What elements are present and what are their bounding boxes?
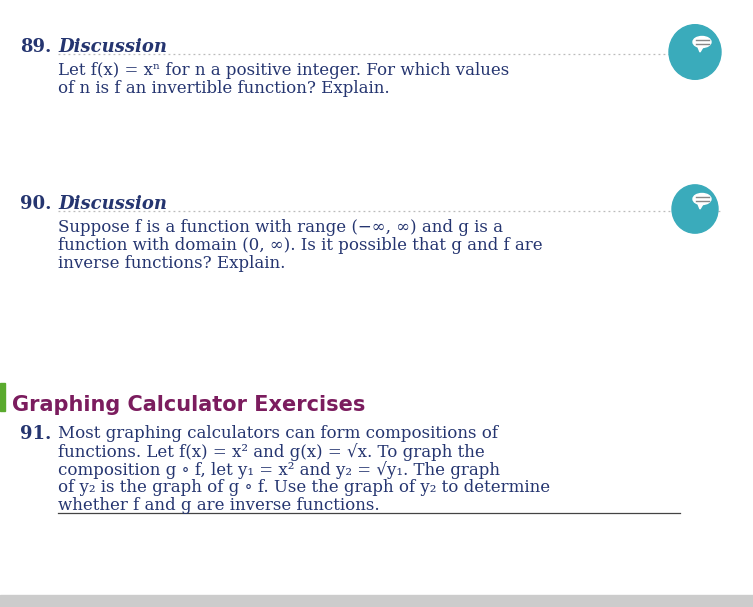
Ellipse shape: [672, 185, 718, 233]
Text: whether f and g are inverse functions.: whether f and g are inverse functions.: [58, 497, 380, 514]
Ellipse shape: [669, 25, 721, 80]
Text: Discussion: Discussion: [58, 38, 167, 56]
Text: 91.: 91.: [20, 425, 51, 443]
Text: Discussion: Discussion: [58, 195, 167, 213]
Polygon shape: [698, 204, 703, 209]
FancyBboxPatch shape: [0, 383, 5, 411]
Text: Let f(x) = xⁿ for n a positive integer. For which values: Let f(x) = xⁿ for n a positive integer. …: [58, 62, 509, 79]
Bar: [0, 595, 753, 607]
Text: inverse functions? Explain.: inverse functions? Explain.: [58, 255, 285, 272]
Ellipse shape: [693, 194, 711, 205]
Text: composition g ∘ f, let y₁ = x² and y₂ = √y₁. The graph: composition g ∘ f, let y₁ = x² and y₂ = …: [58, 461, 500, 479]
Text: Most graphing calculators can form compositions of: Most graphing calculators can form compo…: [58, 425, 498, 442]
Polygon shape: [698, 47, 703, 52]
Text: functions. Let f(x) = x² and g(x) = √x. To graph the: functions. Let f(x) = x² and g(x) = √x. …: [58, 443, 485, 461]
Text: 89.: 89.: [20, 38, 51, 56]
Text: function with domain (0, ∞). Is it possible that g and f are: function with domain (0, ∞). Is it possi…: [58, 237, 543, 254]
Text: Suppose f is a function with range (−∞, ∞) and g is a: Suppose f is a function with range (−∞, …: [58, 219, 503, 236]
Text: of n is f an invertible function? Explain.: of n is f an invertible function? Explai…: [58, 80, 389, 97]
Text: 90.: 90.: [20, 195, 51, 213]
Text: Graphing Calculator Exercises: Graphing Calculator Exercises: [12, 395, 365, 415]
Ellipse shape: [693, 36, 711, 47]
Text: of y₂ is the graph of g ∘ f. Use the graph of y₂ to determine: of y₂ is the graph of g ∘ f. Use the gra…: [58, 479, 550, 496]
